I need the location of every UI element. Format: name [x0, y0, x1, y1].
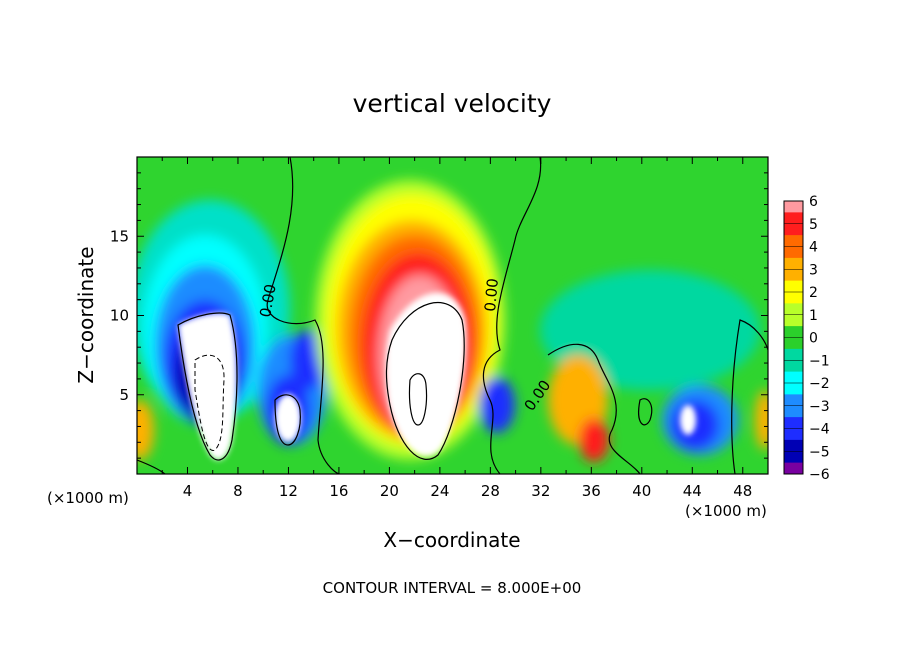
orange-left-edge: [137, 400, 154, 460]
heatmap-field: 0.00 0.00 0.00: [137, 157, 768, 474]
zero-contour-mid: [482, 157, 542, 474]
contour-label-left: 0.00: [256, 283, 280, 319]
colorbar-label: −4: [809, 422, 830, 438]
colorbar-label: 1: [809, 308, 818, 324]
contour-interval-note: CONTOUR INTERVAL = 8.000E+00: [323, 579, 582, 597]
x-tick-label: 32: [531, 482, 550, 500]
x-tick-label: 48: [733, 482, 752, 500]
white-core-12: [275, 394, 301, 442]
x-tick-label: 40: [632, 482, 651, 500]
y-tick-label: 5: [119, 386, 129, 404]
contour-label-mid: 0.00: [481, 278, 502, 313]
contour-44: [638, 398, 653, 426]
dashed-contour-left: [194, 354, 225, 451]
colorbar-swatch: [784, 246, 803, 259]
colorbar: 6 5 4 3 2 1 0 −1 −2 −3 −4 −5 −6: [783, 194, 830, 483]
colorbar-label: −5: [809, 444, 830, 460]
colorbar-label: 5: [809, 217, 818, 233]
colorbar-swatch: [784, 280, 803, 293]
colorbar-swatch: [784, 428, 803, 441]
contour-core-left: [177, 312, 238, 461]
colorbar-label: 4: [809, 240, 818, 256]
zero-contour-left: [266, 157, 341, 474]
colorbar-swatch: [784, 337, 803, 350]
x-ticks: 4 8 12 16 20 24 28 32 36 40 44 48: [161, 157, 752, 500]
x-tick-label: 24: [430, 482, 449, 500]
colorbar-swatch: [784, 269, 803, 282]
colorbar-swatch: [784, 292, 803, 304]
cyan-band-right: [540, 270, 760, 390]
x-tick-label: 36: [582, 482, 601, 500]
colorbar-swatch: [784, 417, 803, 429]
colorbar-swatch: [784, 303, 803, 316]
colorbar-label: 2: [809, 285, 818, 301]
colorbar-swatch: [784, 223, 803, 236]
x-tick-label: 8: [233, 482, 243, 500]
colorbar-swatch: [784, 371, 803, 384]
y-ticks: 5 10 15: [110, 172, 768, 459]
colorbar-swatch: [784, 383, 803, 395]
contour-core-12: [274, 394, 301, 446]
x-tick-label: 20: [380, 482, 399, 500]
white-core-updraft: [385, 292, 466, 457]
colorbar-swatch: [784, 257, 803, 270]
x-axis-label: X−coordinate: [383, 528, 520, 552]
zero-contour-far-right: [731, 319, 768, 474]
white-core-44: [680, 405, 696, 435]
colorbar-swatch: [784, 314, 803, 327]
colorbar-label: −6: [809, 467, 830, 483]
x-tick-label: 12: [279, 482, 298, 500]
y-tick-label: 15: [110, 227, 129, 245]
x-tick-label: 28: [481, 482, 500, 500]
downdraft-28: [479, 377, 515, 433]
contour-updraft-inner: [408, 373, 428, 426]
colorbar-label: −2: [809, 376, 830, 392]
contour-base: [137, 459, 166, 474]
colorbar-label: −3: [809, 399, 830, 415]
y-axis-label: Z−coordinate: [74, 246, 98, 383]
colorbar-swatch: [784, 201, 803, 213]
y-tick-label: 10: [110, 307, 129, 325]
colorbar-swatch: [784, 451, 803, 464]
colorbar-swatch: [784, 439, 803, 452]
chart-title: vertical velocity: [353, 89, 552, 118]
colorbar-swatch: [784, 360, 803, 373]
x-unit-left: (×1000 m): [47, 489, 129, 507]
colorbar-label: −1: [809, 353, 830, 369]
red-patch-36: [579, 418, 609, 462]
x-tick-label: 44: [683, 482, 702, 500]
colorbar-swatch: [784, 348, 803, 361]
colorbar-swatch: [784, 326, 803, 338]
contour-updraft-outer: [385, 302, 465, 460]
colorbar-label: 0: [809, 331, 818, 347]
colorbar-swatch: [784, 462, 803, 475]
colorbar-label: 3: [809, 262, 818, 278]
zero-contour-right: [547, 343, 641, 474]
orange-right-edge: [755, 390, 768, 450]
colorbar-swatch: [784, 405, 803, 418]
colorbar-swatch: [784, 394, 803, 407]
x-tick-label: 16: [329, 482, 348, 500]
colorbar-label: 6: [809, 194, 818, 210]
colorbar-swatch: [784, 212, 803, 225]
colorbar-swatch: [784, 235, 803, 247]
x-tick-label: 4: [183, 482, 193, 500]
x-unit-right: (×1000 m): [685, 502, 767, 520]
